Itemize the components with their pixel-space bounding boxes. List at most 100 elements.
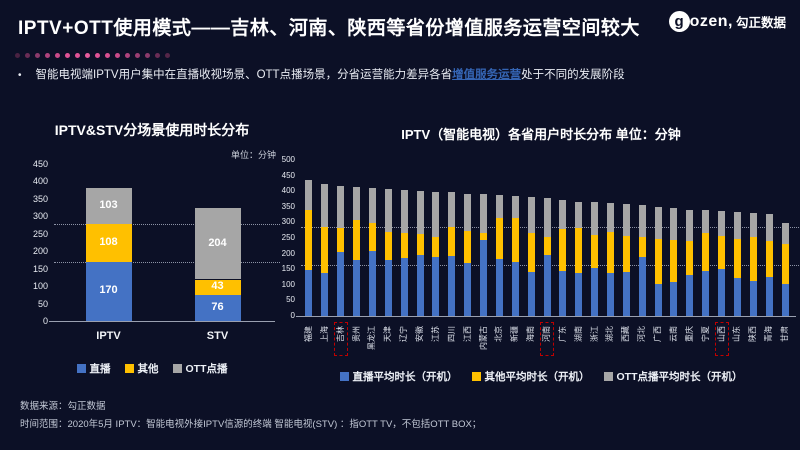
left-chart-iptv-stv-scene: IPTV&STV分场景使用时长分布 单位：分钟 0 50 100 150 200 250 3… <box>18 116 286 386</box>
legend-item: OTT点播 <box>172 361 228 376</box>
left-chart-unit-label: 单位：分钟 <box>230 150 276 160</box>
bar-segment <box>321 226 329 274</box>
bar-segment <box>686 240 694 275</box>
x-category-label: 陕西 <box>748 326 758 342</box>
bar-segment <box>543 255 551 316</box>
bar-segment <box>368 223 376 252</box>
x-category-label: STV <box>206 330 229 342</box>
bar-segment <box>448 192 456 227</box>
x-axis-line <box>296 316 796 317</box>
page-title: IPTV+OTT使用模式——吉林、河南、陕西等省份增值服务运营空间较大 <box>18 18 640 39</box>
legend-item: 其他平均时长（开机） <box>471 369 590 384</box>
x-category-label: 云南 <box>668 326 678 342</box>
bar-segment <box>591 202 599 235</box>
dot-icon <box>105 53 110 58</box>
bullet-icon: • <box>18 70 22 81</box>
y-tick-label: 350 <box>32 193 48 204</box>
bar-segment: 103 <box>85 188 132 225</box>
legend-item: 直播 <box>76 361 111 376</box>
x-category-label: 新疆 <box>510 326 520 342</box>
bar-segment <box>527 271 535 316</box>
gozen-logo: g ozen, 勾正数据 <box>668 11 786 32</box>
legend-label: 其他 <box>137 363 159 375</box>
key-point-text-suffix: 处于不同的发展阶段 <box>521 69 625 81</box>
bar-segment <box>765 276 773 316</box>
legend-swatch <box>172 364 182 373</box>
bar-segment: 108 <box>85 224 132 262</box>
bar-segment: 43 <box>194 279 241 295</box>
reference-line <box>54 261 280 263</box>
bar-segment <box>702 271 710 316</box>
bar-segment <box>321 183 329 227</box>
dot-icon <box>155 53 160 58</box>
y-tick-label: 500 <box>281 155 295 164</box>
x-category-label: 天津 <box>383 326 393 342</box>
bar-segment <box>575 273 583 316</box>
dot-icon <box>55 53 60 58</box>
bar-segment <box>337 186 345 229</box>
x-category-label: 四川 <box>446 326 456 342</box>
bar-segment <box>321 273 329 316</box>
bar-segment <box>353 186 361 220</box>
key-point-text: 智能电视端IPTV用户集中在直播收视场景、OTT点播场景，分省运营能力差异各省 <box>35 69 453 81</box>
x-category-label: 内蒙古 <box>478 326 488 350</box>
bar-segment <box>464 263 472 316</box>
bar-segment <box>749 236 757 282</box>
dot-icon <box>85 53 90 58</box>
bar-segment <box>432 192 440 237</box>
x-category-label: 安徽 <box>415 326 425 342</box>
bar-segment <box>606 203 614 232</box>
highlight-box <box>714 322 729 356</box>
dot-icon <box>45 53 50 58</box>
bar-segment: 204 <box>194 208 241 280</box>
bar-segment <box>400 258 408 316</box>
left-chart-plot: 0 50 100 150 200 250 300 350 400 450 170 108 103 IPTV… <box>33 159 280 342</box>
bar-segment <box>733 277 741 316</box>
bar-segment <box>400 232 408 259</box>
bar-value-label: 103 <box>99 199 118 212</box>
legend-swatch <box>124 364 134 373</box>
bar-segment <box>416 255 424 316</box>
bar-segment <box>575 201 583 229</box>
bar-value-label: 108 <box>99 235 118 248</box>
reference-line <box>54 224 280 225</box>
x-category-label: IPTV <box>96 330 121 342</box>
y-tick-label: 350 <box>281 201 295 211</box>
bar-segment <box>591 234 599 269</box>
bar-segment <box>448 226 456 257</box>
bar-segment <box>511 195 519 219</box>
bar-segment <box>559 200 567 230</box>
x-category-label: 上海 <box>319 326 329 342</box>
key-point-highlight: 增值服务运营 <box>452 69 522 81</box>
y-tick-label: 300 <box>32 211 48 222</box>
x-category-label: 浙江 <box>589 326 599 342</box>
left-chart-title: IPTV&STV分场景使用时长分布 <box>54 122 250 138</box>
bar-segment: 170 <box>85 261 132 321</box>
right-chart-title: IPTV（智能电视）各省用户时长分布 单位：分钟 <box>401 127 681 142</box>
highlight-box <box>333 322 348 356</box>
bar-segment <box>718 268 726 316</box>
dot-icon <box>115 53 120 58</box>
bar-segment <box>654 206 662 240</box>
bar-segment <box>686 274 694 316</box>
bar-segment <box>416 191 424 234</box>
bar-segment <box>511 218 519 262</box>
bar-segment <box>480 232 488 241</box>
y-tick-label: 450 <box>281 170 295 180</box>
y-tick-label: 50 <box>286 295 295 305</box>
bar-segment <box>781 283 789 316</box>
bar-segment <box>527 232 535 272</box>
bar-segment <box>702 233 710 272</box>
x-category-label: 辽宁 <box>399 326 409 342</box>
x-category-label: 山东 <box>732 326 742 342</box>
y-tick-label: 250 <box>32 228 48 239</box>
x-category-label: 江苏 <box>430 326 440 342</box>
bar-segment <box>781 243 789 284</box>
bar-segment <box>749 213 757 237</box>
x-category-label: 西藏 <box>621 326 631 342</box>
bar-segment <box>416 233 424 256</box>
legend-label: 直播 <box>89 363 111 375</box>
bar-segment <box>559 270 567 316</box>
x-category-label: 北京 <box>494 326 504 342</box>
